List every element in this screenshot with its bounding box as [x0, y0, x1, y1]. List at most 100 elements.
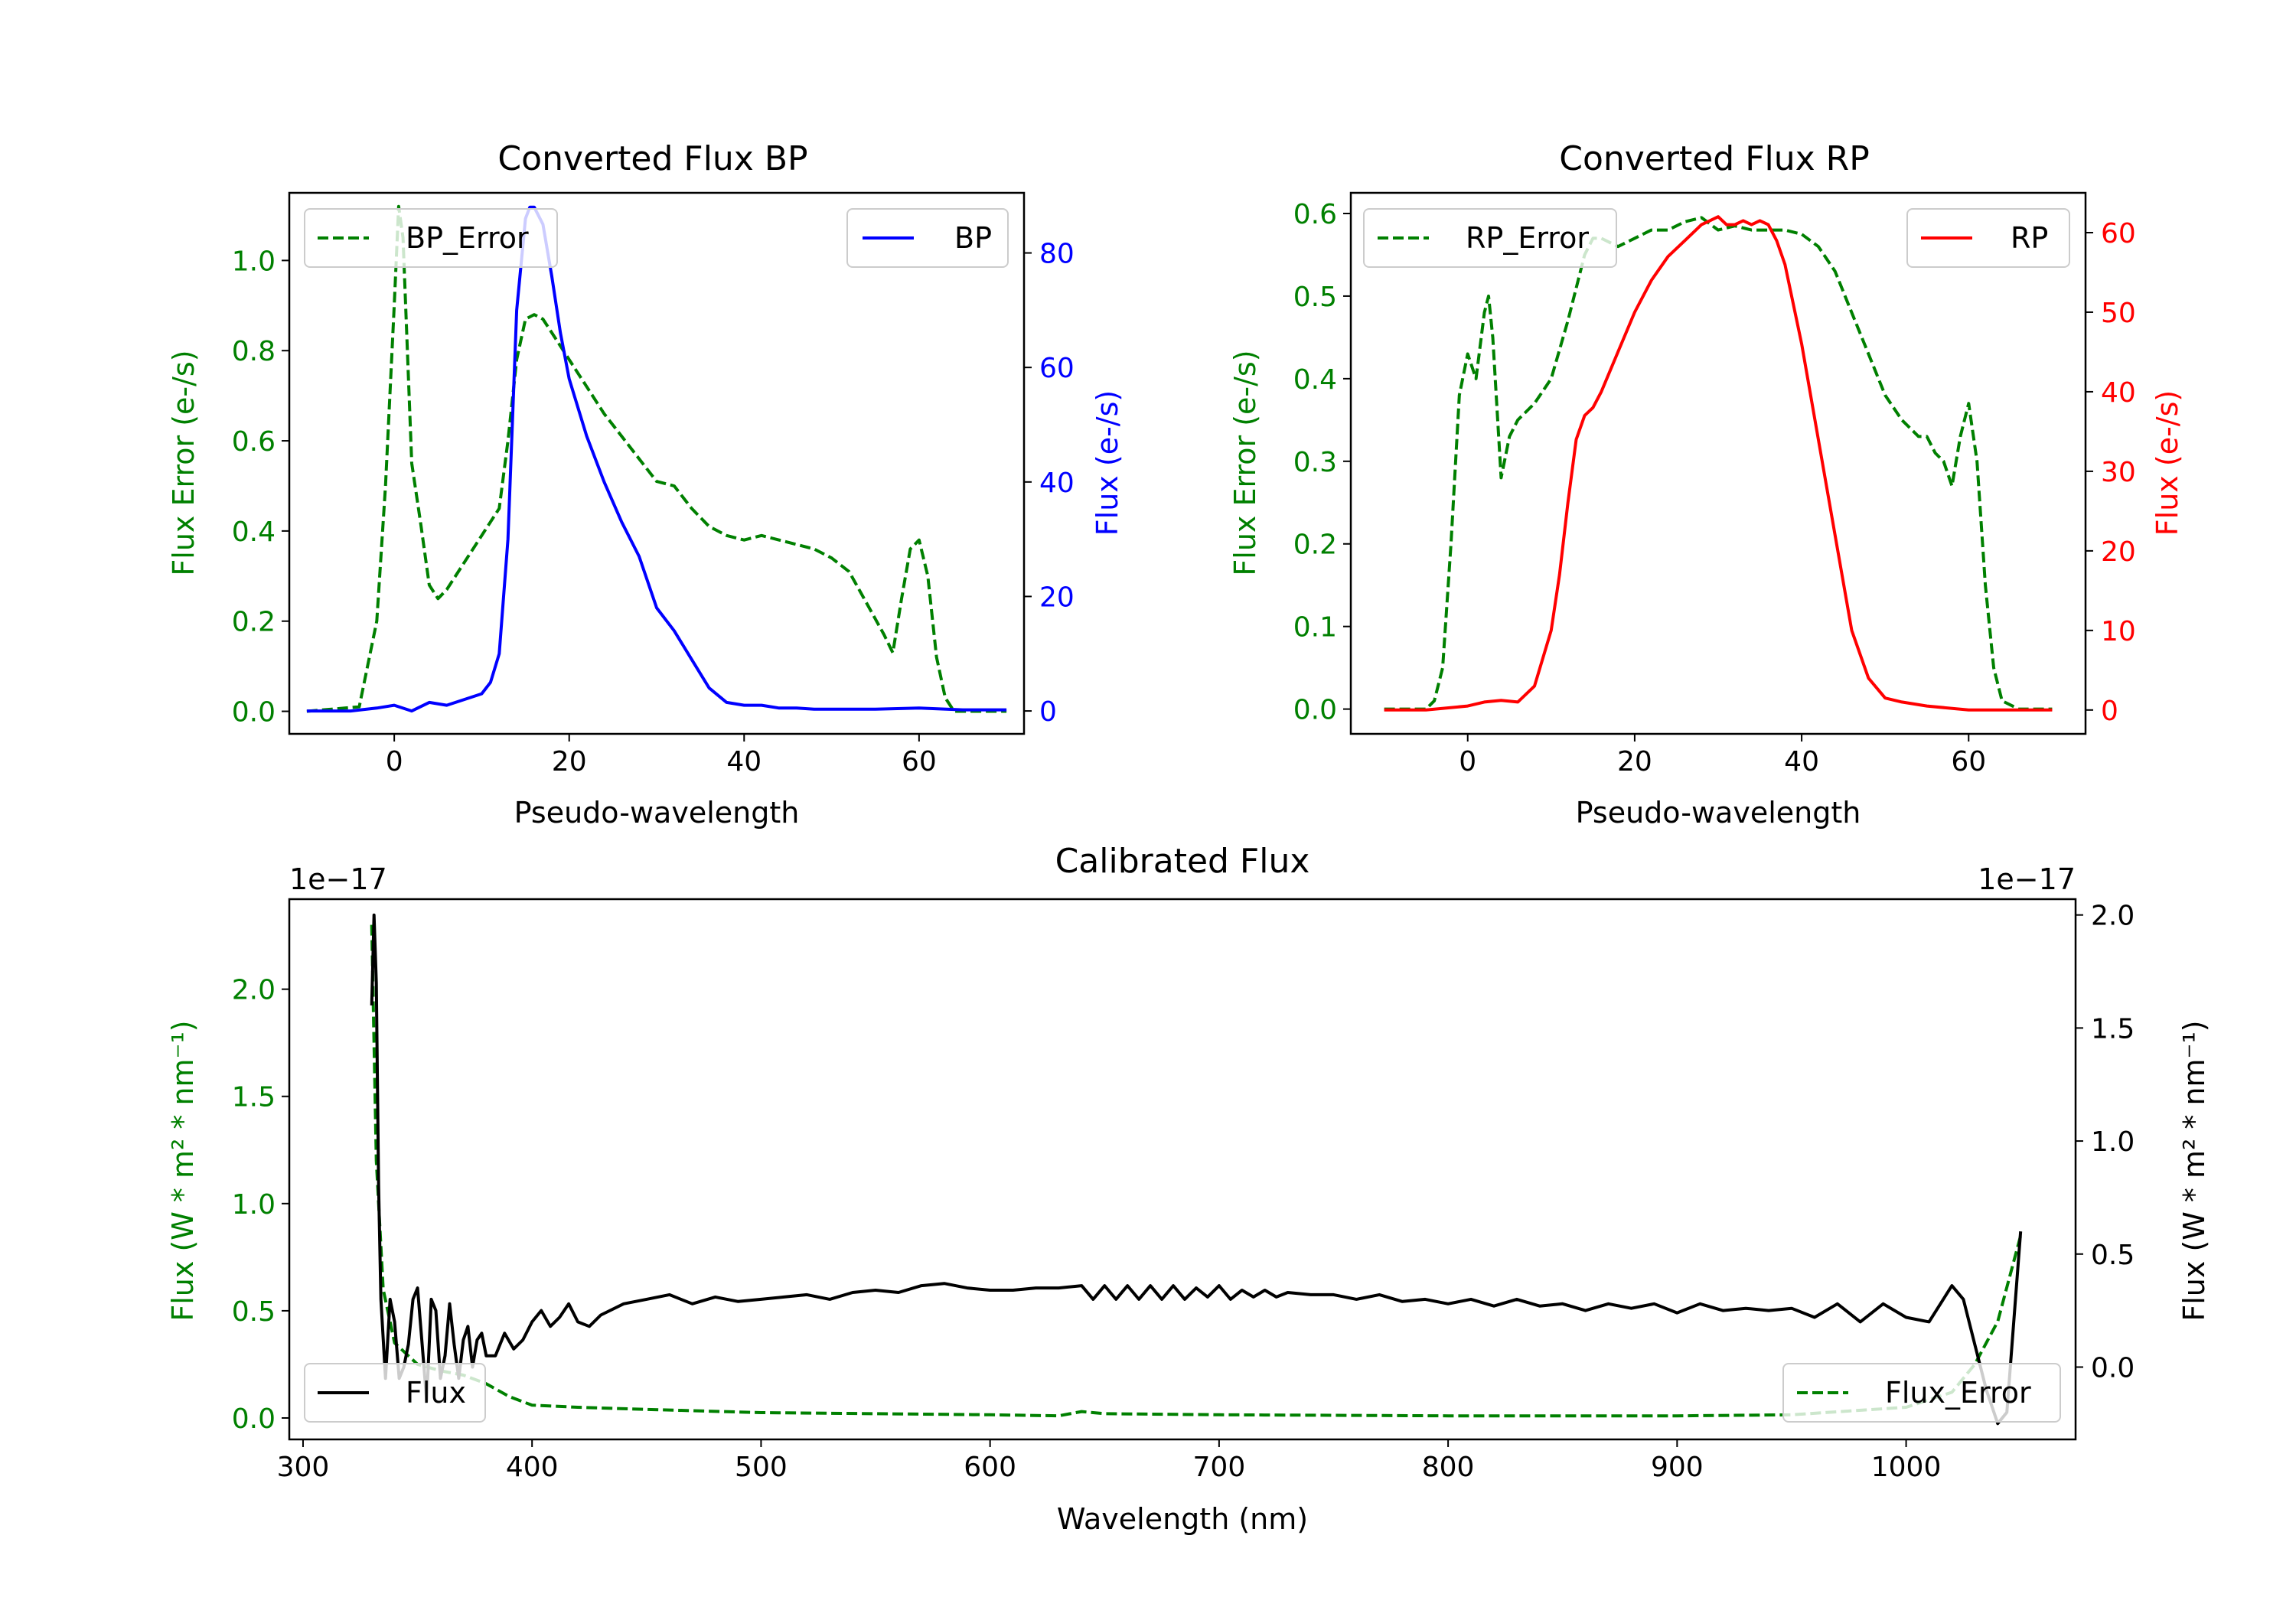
cal-ytick-right-label: 2.0	[2091, 901, 2135, 932]
bp-xlabel: Pseudo-wavelength	[514, 796, 800, 830]
rp-xlabel: Pseudo-wavelength	[1576, 796, 1861, 830]
bp-left-ticks: 0.0 0.2 0.4 0.6 0.8 1.0	[232, 246, 289, 729]
rp-ytick-right-label: 50	[2101, 298, 2136, 329]
cal-ylabel-right: Flux (W * m² * nm⁻¹)	[2177, 1020, 2211, 1321]
rp-left-ticks: 0.0 0.1 0.2 0.3 0.4 0.5 0.6	[1293, 199, 1351, 726]
rp-xtick-label: 40	[1784, 746, 1819, 777]
cal-xtick-label: 800	[1422, 1452, 1475, 1483]
bp-xtick-label: 40	[726, 746, 762, 777]
rp-ytick-left-label: 0.3	[1293, 447, 1337, 478]
cal-legend-right: Flux_Error	[1782, 1363, 2061, 1423]
rp-ytick-right-label: 40	[2101, 377, 2136, 409]
bp-ytick-right-label: 0	[1039, 696, 1057, 728]
cal-legend-right-label: Flux_Error	[1885, 1376, 2031, 1410]
bp-x-ticks: 0 20 40 60	[386, 734, 937, 777]
rp-xtick-label: 60	[1951, 746, 1986, 777]
rp-right-ticks: 0 10 20 30 40 50 60	[2086, 218, 2136, 727]
rp-ytick-left-label: 0.6	[1293, 199, 1337, 230]
cal-left-ticks: 0.0 0.5 1.0 1.5 2.0	[232, 975, 289, 1435]
cal-xlabel: Wavelength (nm)	[1057, 1502, 1308, 1536]
rp-ytick-right-label: 10	[2101, 616, 2136, 647]
bp-ytick-left-label: 0.0	[232, 697, 276, 729]
cal-legend-right-box	[1782, 1363, 2061, 1423]
bp-ytick-left-label: 1.0	[232, 246, 276, 277]
cal-ytick-right-label: 1.0	[2091, 1126, 2135, 1158]
rp-plot-frame	[1349, 191, 2087, 735]
cal-offset-right: 1e−17	[1978, 862, 2076, 896]
cal-xtick-label: 1000	[1871, 1452, 1942, 1483]
rp-ytick-left-label: 0.4	[1293, 364, 1337, 396]
rp-series-rp-line	[1384, 215, 2053, 712]
rp-ytick-right-label: 20	[2101, 536, 2136, 568]
cal-xtick-label: 900	[1651, 1452, 1704, 1483]
panel-calibrated-flux: Calibrated Flux 1e−17 1e−17 300 400 500 600…	[166, 842, 2211, 1536]
panel-converted-flux-bp: Converted Flux BP 0 20 40 60 0.00.20.40.60.…	[167, 139, 1124, 830]
rp-legend-left: RP_Error	[1363, 208, 1617, 268]
cal-series-flux-line	[370, 913, 2023, 1426]
cal-xtick-label: 700	[1193, 1452, 1246, 1483]
cal-ytick-left-label: 1.0	[232, 1189, 276, 1221]
bp-legend-left-box	[304, 208, 558, 268]
cal-ytick-left-label: 1.5	[232, 1082, 276, 1113]
bp-series-bp-error-line	[306, 204, 1007, 713]
cal-ytick-left-label: 2.0	[232, 975, 276, 1006]
cal-plot-frame	[288, 898, 2077, 1441]
rp-ytick-left-label: 0.1	[1293, 612, 1337, 644]
bp-xtick-label: 60	[902, 746, 937, 777]
cal-right-ticks: 0.0 0.5 1.0 1.5 2.0	[2076, 901, 2135, 1384]
rp-title: Converted Flux RP	[1559, 139, 1870, 178]
cal-legend-left-box	[304, 1363, 486, 1423]
cal-series-flux-error-line	[370, 924, 2023, 1418]
bp-legend-left-label: BP_Error	[406, 221, 529, 255]
bp-legend-right-box	[846, 208, 1009, 268]
bp-ylabel-right: Flux (e-/s)	[1091, 390, 1124, 536]
bp-ylabel-left: Flux Error (e-/s)	[167, 350, 201, 575]
rp-legend-left-box	[1363, 208, 1617, 268]
rp-legend-right-label: RP	[2011, 221, 2048, 255]
bp-ytick-right-label: 40	[1039, 468, 1075, 499]
bp-title: Converted Flux BP	[497, 139, 807, 178]
bp-ytick-right-label: 80	[1039, 239, 1075, 270]
cal-offset-left: 1e−17	[289, 862, 387, 896]
bp-legend-left: BP_Error	[304, 208, 558, 268]
rp-ylabel-right: Flux (e-/s)	[2151, 390, 2184, 536]
bp-series-bp-line	[306, 205, 1007, 713]
bp-ytick-right-label: 20	[1039, 582, 1075, 613]
rp-ytick-left-label: 0.2	[1293, 530, 1337, 561]
cal-legend-left-label: Flux	[406, 1376, 466, 1410]
bp-ytick-right-label: 60	[1039, 353, 1075, 384]
bp-legend-right: BP	[846, 208, 1009, 268]
bp-xtick-label: 0	[386, 746, 403, 777]
rp-series-group	[1384, 215, 2053, 712]
rp-ytick-left-label: 0.0	[1293, 695, 1337, 726]
rp-legend-left-label: RP_Error	[1466, 221, 1589, 255]
cal-xtick-label: 600	[964, 1452, 1016, 1483]
bp-right-ticks: 0 20 40 60 80	[1024, 239, 1075, 728]
bp-plot-frame	[288, 191, 1026, 735]
cal-series-group	[370, 913, 2023, 1426]
bp-ytick-left-label: 0.4	[232, 517, 276, 548]
rp-xtick-label: 0	[1459, 746, 1476, 777]
cal-x-ticks: 300 400 500 600 700 800 900 1000	[277, 1439, 1942, 1483]
bp-ytick-left-label: 0.2	[232, 607, 276, 638]
cal-ytick-right-label: 0.5	[2091, 1240, 2135, 1271]
bp-xtick-label: 20	[552, 746, 587, 777]
cal-legend-left: Flux	[304, 1363, 486, 1423]
rp-legend-right-box	[1906, 208, 2070, 268]
rp-legend-right: RP	[1906, 208, 2070, 268]
cal-ytick-right-label: 0.0	[2091, 1352, 2135, 1384]
cal-xtick-label: 300	[277, 1452, 330, 1483]
bp-ytick-left-label: 0.6	[232, 426, 276, 458]
bp-ytick-left-label: 0.8	[232, 336, 276, 367]
rp-x-ticks: 0 20 40 60	[1459, 734, 1986, 777]
cal-xtick-label: 500	[735, 1452, 788, 1483]
cal-ytick-right-label: 1.5	[2091, 1013, 2135, 1045]
rp-series-rp-error-line	[1384, 216, 2053, 711]
bp-series-group	[306, 204, 1007, 713]
rp-ytick-right-label: 60	[2101, 218, 2136, 249]
cal-title: Calibrated Flux	[1055, 842, 1310, 881]
rp-ylabel-left: Flux Error (e-/s)	[1228, 350, 1262, 575]
rp-ytick-right-label: 0	[2101, 696, 2118, 727]
cal-xtick-label: 400	[506, 1452, 559, 1483]
